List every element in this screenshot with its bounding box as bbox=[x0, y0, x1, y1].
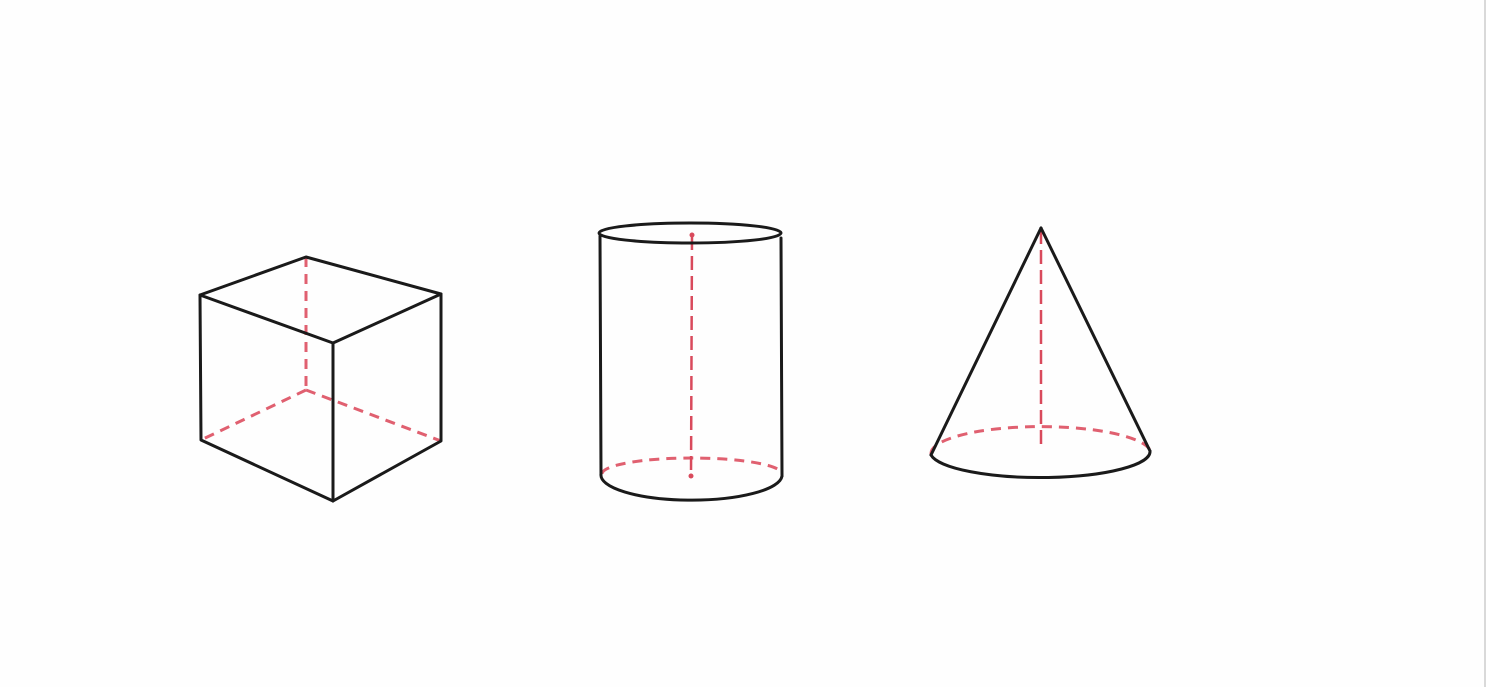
cylinder-axis bbox=[691, 236, 692, 477]
cone-right-side bbox=[1041, 228, 1150, 451]
cube-front-right-face bbox=[333, 294, 441, 501]
cube-hidden-edge-left bbox=[201, 390, 306, 440]
cube-front-left-face bbox=[200, 295, 333, 501]
cylinder-right-side bbox=[781, 238, 782, 476]
cylinder-top-ellipse bbox=[599, 223, 781, 243]
cylinder-left-side bbox=[600, 236, 601, 474]
cone-icon bbox=[931, 228, 1150, 478]
cone-left-side bbox=[931, 228, 1041, 455]
cube-icon bbox=[200, 257, 441, 501]
cube-hidden-edge-right bbox=[306, 390, 441, 441]
cube-top-face bbox=[200, 257, 441, 343]
cone-base-front-arc bbox=[931, 451, 1150, 478]
cylinder-icon bbox=[599, 223, 782, 500]
cylinder-axis-top-point bbox=[690, 233, 695, 238]
cylinder-axis-bottom-point bbox=[689, 474, 694, 479]
